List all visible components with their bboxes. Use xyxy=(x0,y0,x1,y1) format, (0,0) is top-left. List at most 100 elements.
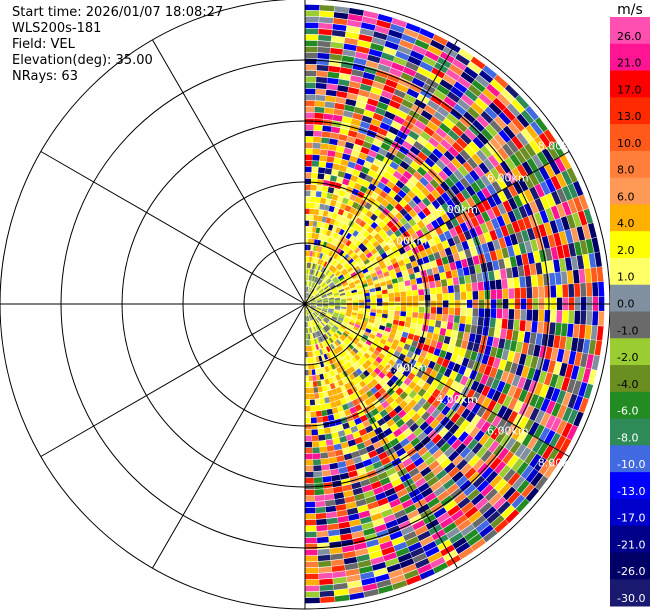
velocity-gate xyxy=(414,120,427,131)
velocity-gate xyxy=(413,171,423,181)
velocity-gate xyxy=(332,276,338,282)
velocity-gate xyxy=(343,110,354,118)
velocity-gate xyxy=(533,250,541,263)
velocity-gate xyxy=(351,201,360,210)
velocity-gate xyxy=(305,256,308,262)
velocity-gate xyxy=(309,287,312,293)
velocity-gate xyxy=(441,202,451,213)
velocity-gate xyxy=(408,130,420,141)
velocity-gate xyxy=(370,248,378,255)
velocity-gate xyxy=(413,266,420,273)
velocity-gate xyxy=(454,307,461,316)
velocity-gate xyxy=(408,218,417,227)
velocity-gate xyxy=(418,312,425,319)
velocity-gate xyxy=(451,269,458,278)
velocity-gate xyxy=(312,269,316,276)
velocity-gate xyxy=(391,94,404,104)
velocity-gate xyxy=(409,145,421,156)
velocity-gate xyxy=(308,268,311,275)
velocity-gate xyxy=(433,235,442,245)
velocity-gate xyxy=(366,226,374,234)
velocity-gate xyxy=(424,232,433,241)
velocity-gate xyxy=(409,50,425,61)
velocity-gate xyxy=(476,132,489,145)
velocity-gate xyxy=(314,209,320,215)
velocity-gate xyxy=(378,220,387,229)
velocity-gate xyxy=(305,40,318,47)
velocity-gate xyxy=(519,146,532,161)
velocity-gate xyxy=(307,280,310,287)
velocity-gate xyxy=(342,49,356,57)
velocity-gate xyxy=(440,223,449,233)
velocity-gate xyxy=(348,227,356,235)
velocity-gate xyxy=(478,234,487,245)
velocity-gate xyxy=(572,212,582,228)
velocity-gate xyxy=(524,143,537,158)
velocity-gate xyxy=(373,233,381,241)
velocity-gate xyxy=(333,18,348,26)
velocity-gate xyxy=(500,268,507,280)
velocity-gate xyxy=(359,28,374,37)
velocity-gate xyxy=(335,263,342,269)
velocity-gate xyxy=(343,172,352,180)
velocity-gate xyxy=(502,107,516,122)
velocity-gate xyxy=(358,305,365,309)
velocity-gate xyxy=(403,257,411,265)
velocity-gate xyxy=(443,263,451,272)
velocity-gate xyxy=(490,217,500,230)
velocity-gate xyxy=(424,288,430,295)
velocity-gate xyxy=(316,64,329,72)
velocity-gate xyxy=(330,275,336,281)
velocity-gate xyxy=(403,274,410,282)
velocity-gate xyxy=(323,284,328,289)
velocity-gate xyxy=(383,271,390,278)
velocity-gate xyxy=(460,258,469,268)
velocity-gate xyxy=(502,308,509,319)
velocity-gate xyxy=(314,106,325,113)
velocity-gate xyxy=(415,229,424,238)
velocity-gate xyxy=(453,103,467,116)
velocity-gate xyxy=(381,116,393,126)
nrays-label: NRays: 63 xyxy=(12,69,78,84)
velocity-gate xyxy=(389,198,399,208)
velocity-gate xyxy=(321,294,327,298)
velocity-gate xyxy=(476,149,488,162)
velocity-gate xyxy=(394,229,402,238)
velocity-gate xyxy=(532,309,539,322)
velocity-gate xyxy=(416,33,432,45)
velocity-gate xyxy=(321,293,327,297)
velocity-gate xyxy=(340,306,347,310)
velocity-gate xyxy=(412,306,419,313)
velocity-gate xyxy=(501,247,510,259)
velocity-gate xyxy=(350,118,362,127)
velocity-gate xyxy=(485,171,496,184)
velocity-gate xyxy=(332,24,347,31)
velocity-gate xyxy=(318,234,323,240)
velocity-gate xyxy=(317,287,323,293)
velocity-gate xyxy=(349,194,357,202)
velocity-gate xyxy=(534,212,544,226)
colorbar-tick-label: -2.0 xyxy=(617,351,638,364)
velocity-gate xyxy=(397,276,404,283)
velocity-gate xyxy=(379,58,393,68)
velocity-gate xyxy=(305,286,307,293)
velocity-gate xyxy=(327,211,333,218)
velocity-gate xyxy=(401,252,409,260)
velocity-gate xyxy=(373,208,382,217)
velocity-gate xyxy=(447,129,460,141)
velocity-gate xyxy=(382,185,392,194)
colorbar-unit-label: m/s xyxy=(617,2,643,18)
velocity-gate xyxy=(471,282,478,292)
velocity-gate xyxy=(315,94,326,101)
velocity-gate xyxy=(359,235,366,243)
velocity-gate xyxy=(370,291,376,296)
velocity-gate xyxy=(348,7,364,16)
velocity-gate xyxy=(445,270,453,279)
velocity-gate xyxy=(318,167,326,174)
velocity-gate xyxy=(311,304,317,306)
velocity-gate xyxy=(315,270,319,277)
velocity-gate xyxy=(432,148,444,159)
velocity-gate xyxy=(310,244,314,251)
velocity-gate xyxy=(464,128,477,141)
velocity-gate xyxy=(394,292,401,298)
